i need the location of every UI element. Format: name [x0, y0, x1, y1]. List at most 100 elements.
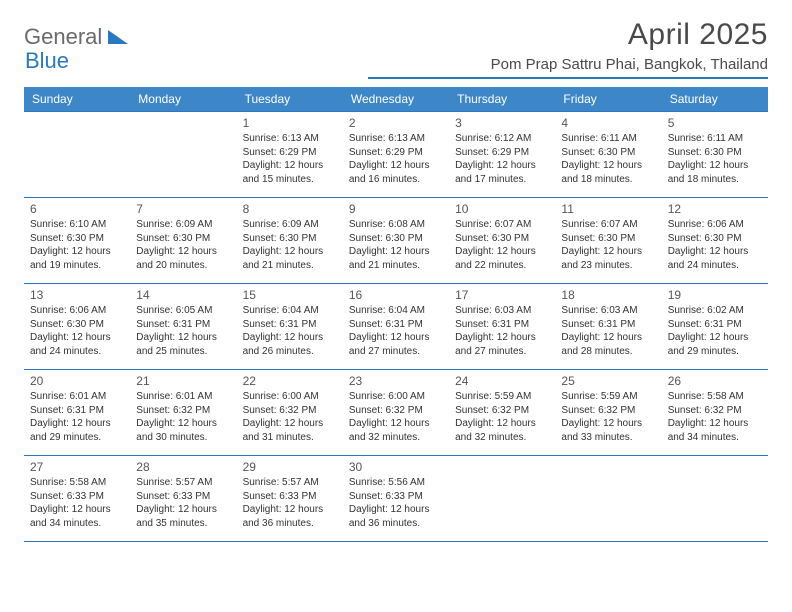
calendar-cell: 20Sunrise: 6:01 AMSunset: 6:31 PMDayligh…: [24, 370, 130, 456]
sunrise-line: Sunrise: 6:11 AM: [561, 132, 655, 146]
day-number: 9: [349, 201, 443, 217]
day-header-row: Sunday Monday Tuesday Wednesday Thursday…: [24, 87, 768, 112]
location-subtitle: Pom Prap Sattru Phai, Bangkok, Thailand: [368, 56, 768, 79]
sunrise-line: Sunrise: 5:59 AM: [455, 390, 549, 404]
day-number: 26: [668, 373, 762, 389]
daylight-line: Daylight: 12 hours and 22 minutes.: [455, 245, 549, 272]
sunrise-line: Sunrise: 5:59 AM: [561, 390, 655, 404]
daylight-line: Daylight: 12 hours and 27 minutes.: [455, 331, 549, 358]
sunset-line: Sunset: 6:31 PM: [561, 318, 655, 332]
sunset-line: Sunset: 6:32 PM: [668, 404, 762, 418]
col-thursday: Thursday: [449, 87, 555, 112]
daylight-line: Daylight: 12 hours and 20 minutes.: [136, 245, 230, 272]
daylight-line: Daylight: 12 hours and 32 minutes.: [349, 417, 443, 444]
logo-text-blue: Blue: [25, 48, 69, 73]
daylight-line: Daylight: 12 hours and 18 minutes.: [668, 159, 762, 186]
daylight-line: Daylight: 12 hours and 36 minutes.: [243, 503, 337, 530]
sunrise-line: Sunrise: 6:09 AM: [136, 218, 230, 232]
sunset-line: Sunset: 6:32 PM: [561, 404, 655, 418]
sunset-line: Sunset: 6:30 PM: [30, 318, 124, 332]
calendar-cell: 23Sunrise: 6:00 AMSunset: 6:32 PMDayligh…: [343, 370, 449, 456]
calendar-cell: 6Sunrise: 6:10 AMSunset: 6:30 PMDaylight…: [24, 198, 130, 284]
sunset-line: Sunset: 6:32 PM: [243, 404, 337, 418]
sunrise-line: Sunrise: 6:13 AM: [349, 132, 443, 146]
sunrise-line: Sunrise: 6:02 AM: [668, 304, 762, 318]
daylight-line: Daylight: 12 hours and 34 minutes.: [668, 417, 762, 444]
calendar-cell: 19Sunrise: 6:02 AMSunset: 6:31 PMDayligh…: [662, 284, 768, 370]
daylight-line: Daylight: 12 hours and 21 minutes.: [349, 245, 443, 272]
sunset-line: Sunset: 6:33 PM: [243, 490, 337, 504]
sunrise-line: Sunrise: 6:12 AM: [455, 132, 549, 146]
daylight-line: Daylight: 12 hours and 26 minutes.: [243, 331, 337, 358]
day-number: 7: [136, 201, 230, 217]
calendar-cell: 1Sunrise: 6:13 AMSunset: 6:29 PMDaylight…: [237, 112, 343, 198]
calendar-cell: 18Sunrise: 6:03 AMSunset: 6:31 PMDayligh…: [555, 284, 661, 370]
sunset-line: Sunset: 6:30 PM: [668, 232, 762, 246]
sunrise-line: Sunrise: 6:07 AM: [561, 218, 655, 232]
daylight-line: Daylight: 12 hours and 36 minutes.: [349, 503, 443, 530]
sunset-line: Sunset: 6:31 PM: [30, 404, 124, 418]
sunset-line: Sunset: 6:31 PM: [668, 318, 762, 332]
calendar-cell: 17Sunrise: 6:03 AMSunset: 6:31 PMDayligh…: [449, 284, 555, 370]
sunrise-line: Sunrise: 6:05 AM: [136, 304, 230, 318]
calendar-cell: [449, 456, 555, 542]
day-number: 17: [455, 287, 549, 303]
daylight-line: Daylight: 12 hours and 19 minutes.: [30, 245, 124, 272]
daylight-line: Daylight: 12 hours and 27 minutes.: [349, 331, 443, 358]
calendar-body: 1Sunrise: 6:13 AMSunset: 6:29 PMDaylight…: [24, 112, 768, 542]
calendar-cell: 24Sunrise: 5:59 AMSunset: 6:32 PMDayligh…: [449, 370, 555, 456]
calendar-cell: 26Sunrise: 5:58 AMSunset: 6:32 PMDayligh…: [662, 370, 768, 456]
sunset-line: Sunset: 6:31 PM: [243, 318, 337, 332]
daylight-line: Daylight: 12 hours and 32 minutes.: [455, 417, 549, 444]
sunrise-line: Sunrise: 6:09 AM: [243, 218, 337, 232]
calendar-cell: 10Sunrise: 6:07 AMSunset: 6:30 PMDayligh…: [449, 198, 555, 284]
sunrise-line: Sunrise: 6:07 AM: [455, 218, 549, 232]
sunset-line: Sunset: 6:33 PM: [349, 490, 443, 504]
sunrise-line: Sunrise: 6:11 AM: [668, 132, 762, 146]
day-number: 15: [243, 287, 337, 303]
calendar-cell: 25Sunrise: 5:59 AMSunset: 6:32 PMDayligh…: [555, 370, 661, 456]
calendar-cell: 4Sunrise: 6:11 AMSunset: 6:30 PMDaylight…: [555, 112, 661, 198]
day-number: 21: [136, 373, 230, 389]
calendar-cell: 22Sunrise: 6:00 AMSunset: 6:32 PMDayligh…: [237, 370, 343, 456]
title-block: April 2025 Pom Prap Sattru Phai, Bangkok…: [368, 18, 768, 79]
sunrise-line: Sunrise: 6:00 AM: [349, 390, 443, 404]
day-number: 12: [668, 201, 762, 217]
calendar-cell: [662, 456, 768, 542]
day-number: 8: [243, 201, 337, 217]
day-number: 14: [136, 287, 230, 303]
daylight-line: Daylight: 12 hours and 24 minutes.: [668, 245, 762, 272]
calendar-cell: 15Sunrise: 6:04 AMSunset: 6:31 PMDayligh…: [237, 284, 343, 370]
day-number: 27: [30, 459, 124, 475]
col-wednesday: Wednesday: [343, 87, 449, 112]
calendar-cell: 16Sunrise: 6:04 AMSunset: 6:31 PMDayligh…: [343, 284, 449, 370]
calendar-cell: [130, 112, 236, 198]
sunrise-line: Sunrise: 5:57 AM: [136, 476, 230, 490]
sunset-line: Sunset: 6:30 PM: [243, 232, 337, 246]
sunrise-line: Sunrise: 5:58 AM: [30, 476, 124, 490]
calendar-cell: [24, 112, 130, 198]
calendar-table: Sunday Monday Tuesday Wednesday Thursday…: [24, 87, 768, 542]
sunset-line: Sunset: 6:30 PM: [561, 232, 655, 246]
sunset-line: Sunset: 6:29 PM: [243, 146, 337, 160]
sunset-line: Sunset: 6:31 PM: [455, 318, 549, 332]
sunrise-line: Sunrise: 6:00 AM: [243, 390, 337, 404]
daylight-line: Daylight: 12 hours and 25 minutes.: [136, 331, 230, 358]
day-number: 10: [455, 201, 549, 217]
calendar-row: 20Sunrise: 6:01 AMSunset: 6:31 PMDayligh…: [24, 370, 768, 456]
col-monday: Monday: [130, 87, 236, 112]
day-number: 11: [561, 201, 655, 217]
daylight-line: Daylight: 12 hours and 23 minutes.: [561, 245, 655, 272]
daylight-line: Daylight: 12 hours and 29 minutes.: [668, 331, 762, 358]
day-number: 29: [243, 459, 337, 475]
header: General April 2025 Pom Prap Sattru Phai,…: [24, 18, 768, 79]
sunset-line: Sunset: 6:30 PM: [136, 232, 230, 246]
calendar-row: 13Sunrise: 6:06 AMSunset: 6:30 PMDayligh…: [24, 284, 768, 370]
day-number: 1: [243, 115, 337, 131]
calendar-cell: 27Sunrise: 5:58 AMSunset: 6:33 PMDayligh…: [24, 456, 130, 542]
day-number: 13: [30, 287, 124, 303]
sunset-line: Sunset: 6:29 PM: [349, 146, 443, 160]
sunset-line: Sunset: 6:31 PM: [349, 318, 443, 332]
daylight-line: Daylight: 12 hours and 33 minutes.: [561, 417, 655, 444]
sunrise-line: Sunrise: 6:03 AM: [455, 304, 549, 318]
